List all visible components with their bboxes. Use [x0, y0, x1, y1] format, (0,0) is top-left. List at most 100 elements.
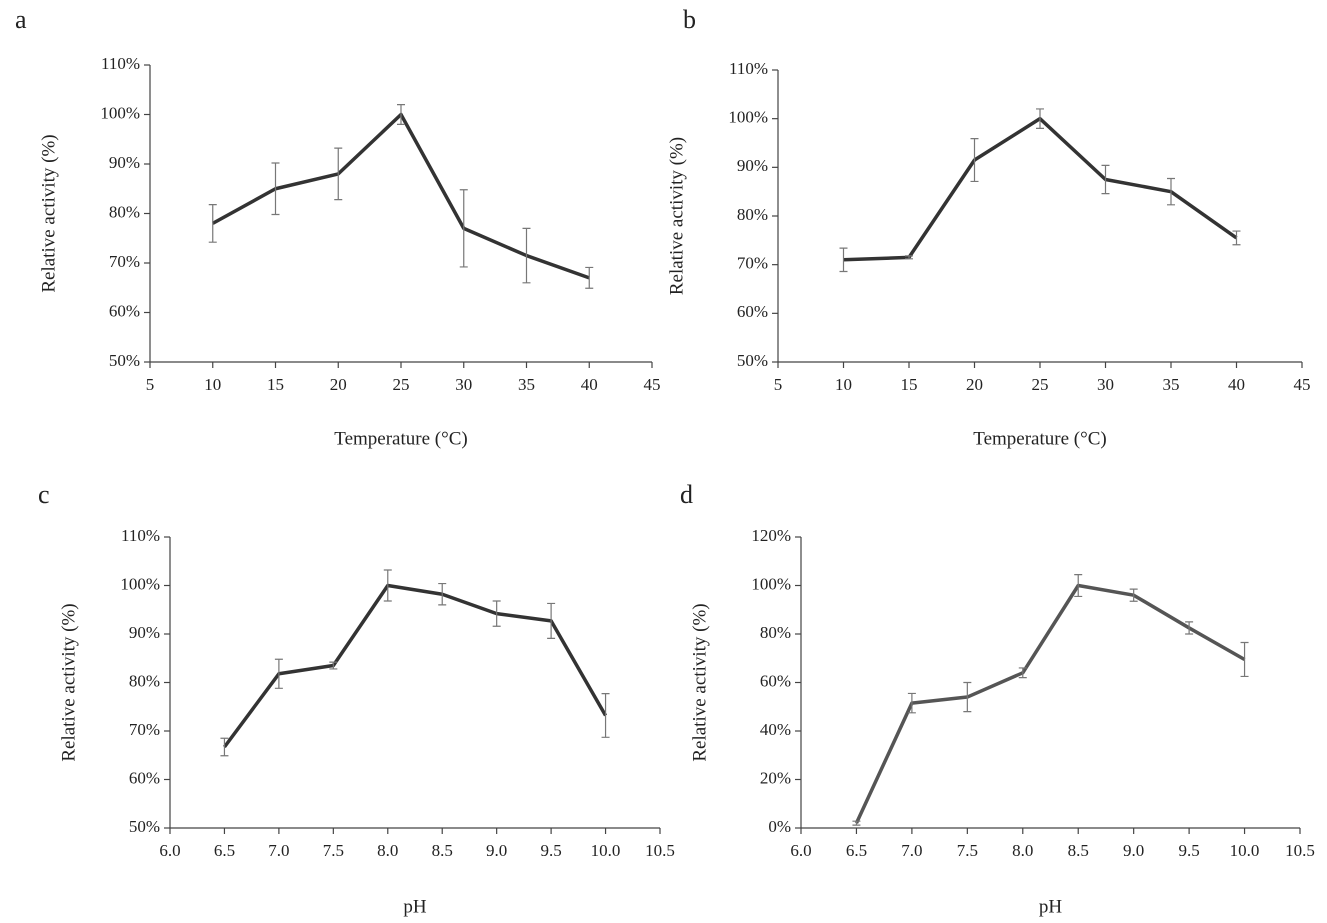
x-tick-label: 30: [1097, 375, 1114, 394]
x-tick-label: 10.0: [1230, 841, 1260, 860]
data-line: [854, 583, 1246, 824]
y-tick-label: 50%: [737, 351, 768, 370]
x-tick-label: 10.0: [591, 841, 621, 860]
y-tick-label: 60%: [760, 671, 791, 690]
error-bar: [547, 602, 556, 639]
panel-label: a: [15, 5, 27, 34]
x-tick-label: 7.5: [957, 841, 978, 860]
y-tick-label: 60%: [737, 302, 768, 321]
error-bar: [1129, 588, 1138, 602]
x-tick-label: 15: [267, 375, 284, 394]
y-tick-label: 100%: [120, 574, 160, 593]
y-tick-label: 110%: [101, 54, 140, 73]
x-tick-label: 7.5: [323, 841, 344, 860]
error-bar: [1185, 621, 1194, 635]
x-tick-label: 7.0: [901, 841, 922, 860]
y-tick-label: 110%: [729, 59, 768, 78]
x-tick-label: 25: [1032, 375, 1049, 394]
y-tick-label: 50%: [129, 817, 160, 836]
y-tick-label: 60%: [109, 301, 140, 320]
error-bar: [907, 692, 916, 714]
error-bar: [459, 189, 468, 268]
data-line: [223, 583, 608, 749]
error-bar: [1101, 164, 1110, 195]
y-tick-label: 100%: [728, 108, 768, 127]
x-axis-title: pH: [403, 896, 427, 917]
error-bar: [970, 138, 979, 183]
x-tick-label: 8.0: [1012, 841, 1033, 860]
x-tick-label: 20: [966, 375, 983, 394]
y-axis-title: Relative activity (%): [38, 134, 59, 292]
y-axis-title: Relative activity (%): [689, 603, 710, 761]
y-tick-label: 20%: [760, 768, 791, 787]
x-tick-label: 10.5: [645, 841, 675, 860]
y-tick-label: 90%: [737, 156, 768, 175]
y-axis-title: Relative activity (%): [666, 137, 687, 295]
error-bar: [1074, 573, 1083, 598]
y-tick-label: 0%: [768, 817, 791, 836]
error-bar: [334, 147, 343, 201]
data-line: [843, 116, 1238, 262]
x-tick-label: 20: [330, 375, 347, 394]
error-bar: [220, 737, 229, 757]
panel-label: c: [38, 480, 50, 509]
y-tick-label: 40%: [760, 720, 791, 739]
x-axis-title: Temperature (°C): [334, 428, 467, 449]
y-tick-label: 70%: [737, 254, 768, 273]
x-tick-label: 40: [1228, 375, 1245, 394]
error-bar: [839, 247, 848, 273]
x-axis-title: pH: [1039, 896, 1063, 917]
error-bar: [274, 658, 283, 689]
y-tick-label: 90%: [109, 153, 140, 172]
error-bar: [852, 820, 861, 826]
x-tick-label: 30: [455, 375, 472, 394]
y-tick-label: 90%: [129, 623, 160, 642]
y-tick-label: 120%: [751, 526, 791, 545]
error-bar: [1036, 108, 1044, 129]
x-tick-label: 10: [204, 375, 221, 394]
error-bar: [397, 104, 405, 125]
x-tick-label: 6.5: [214, 841, 235, 860]
panel-label: d: [680, 480, 693, 509]
error-bar: [905, 255, 913, 260]
x-tick-label: 40: [581, 375, 598, 394]
data-line: [211, 112, 590, 280]
error-bar: [522, 227, 531, 284]
x-tick-label: 10: [835, 375, 852, 394]
y-tick-label: 110%: [121, 526, 160, 545]
x-tick-label: 9.0: [1123, 841, 1144, 860]
y-tick-label: 100%: [100, 103, 140, 122]
error-bar: [438, 582, 447, 606]
y-tick-label: 80%: [129, 671, 160, 690]
error-bar: [329, 661, 338, 670]
error-bar: [492, 600, 501, 627]
error-bar: [1167, 177, 1175, 206]
y-tick-label: 100%: [751, 574, 791, 593]
y-tick-label: 70%: [109, 252, 140, 271]
x-tick-label: 7.0: [268, 841, 289, 860]
y-tick-label: 80%: [109, 202, 140, 221]
x-tick-label: 25: [393, 375, 410, 394]
y-axis-title: Relative activity (%): [58, 603, 79, 761]
x-tick-label: 6.5: [846, 841, 867, 860]
x-tick-label: 8.5: [432, 841, 453, 860]
x-tick-label: 8.0: [377, 841, 398, 860]
error-bar: [208, 203, 217, 243]
y-tick-label: 50%: [109, 351, 140, 370]
x-axis-title: Temperature (°C): [973, 428, 1106, 449]
error-bar: [963, 681, 972, 713]
error-bar: [1240, 641, 1249, 678]
x-tick-label: 35: [518, 375, 535, 394]
x-tick-label: 5: [774, 375, 783, 394]
y-tick-label: 70%: [129, 720, 160, 739]
x-tick-label: 9.5: [540, 841, 561, 860]
x-tick-label: 8.5: [1068, 841, 1089, 860]
x-tick-label: 45: [1294, 375, 1311, 394]
error-bar: [271, 162, 280, 216]
y-tick-label: 80%: [760, 623, 791, 642]
x-tick-label: 9.0: [486, 841, 507, 860]
x-tick-label: 6.0: [790, 841, 811, 860]
x-tick-label: 10.5: [1285, 841, 1315, 860]
